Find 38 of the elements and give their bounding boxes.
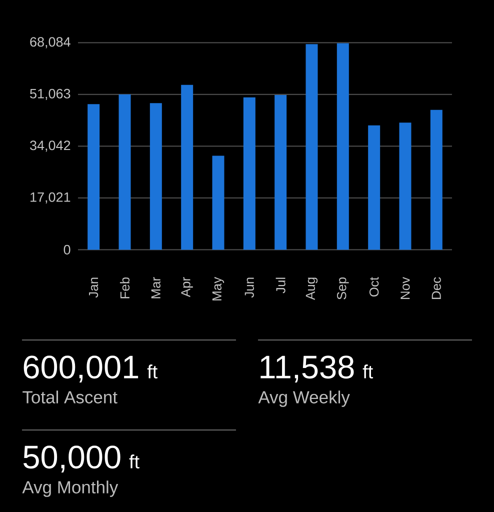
bar xyxy=(336,43,349,250)
x-tick-label: Apr xyxy=(181,277,193,298)
bar xyxy=(118,94,131,250)
text: 11,538 xyxy=(260,356,354,382)
text: ft xyxy=(129,454,140,468)
x-tick-label: Jan xyxy=(89,278,98,298)
x-tick-label: Mar xyxy=(151,277,160,298)
x-tick-label: Dec xyxy=(432,277,441,299)
text: Avg Monthly xyxy=(22,480,118,497)
y-tick-label: 0 xyxy=(64,244,70,254)
x-tick-label: Oct xyxy=(369,276,379,297)
x-tick-label: Sep xyxy=(337,277,349,300)
bar xyxy=(399,122,412,250)
text: 600,001 xyxy=(24,356,138,382)
bar xyxy=(430,110,442,250)
bar xyxy=(368,125,380,250)
text: 50,000 xyxy=(24,446,120,472)
bar xyxy=(274,94,287,250)
x-tick-label: Nov xyxy=(400,276,410,299)
x-tick-label: Jun xyxy=(244,278,254,298)
x-tick-label: Feb xyxy=(120,277,130,298)
y-tick-label: 68,084 xyxy=(30,37,70,48)
x-tick-label: May xyxy=(212,276,224,300)
text: Avg Weekly xyxy=(258,390,350,407)
text: Total Ascent xyxy=(22,390,118,404)
y-tick-label: 17,021 xyxy=(30,192,70,204)
bar xyxy=(150,103,162,250)
bar xyxy=(181,84,194,250)
bar xyxy=(88,104,100,250)
text: ft xyxy=(147,364,158,378)
y-tick-label: 34,042 xyxy=(30,140,70,152)
bar xyxy=(306,44,318,250)
bar xyxy=(212,156,224,250)
x-tick-label: Jul xyxy=(276,278,286,294)
y-tick-label: 51,063 xyxy=(30,88,70,100)
x-tick-label: Aug xyxy=(306,278,318,300)
bar xyxy=(243,97,256,250)
text: ft xyxy=(362,364,374,378)
